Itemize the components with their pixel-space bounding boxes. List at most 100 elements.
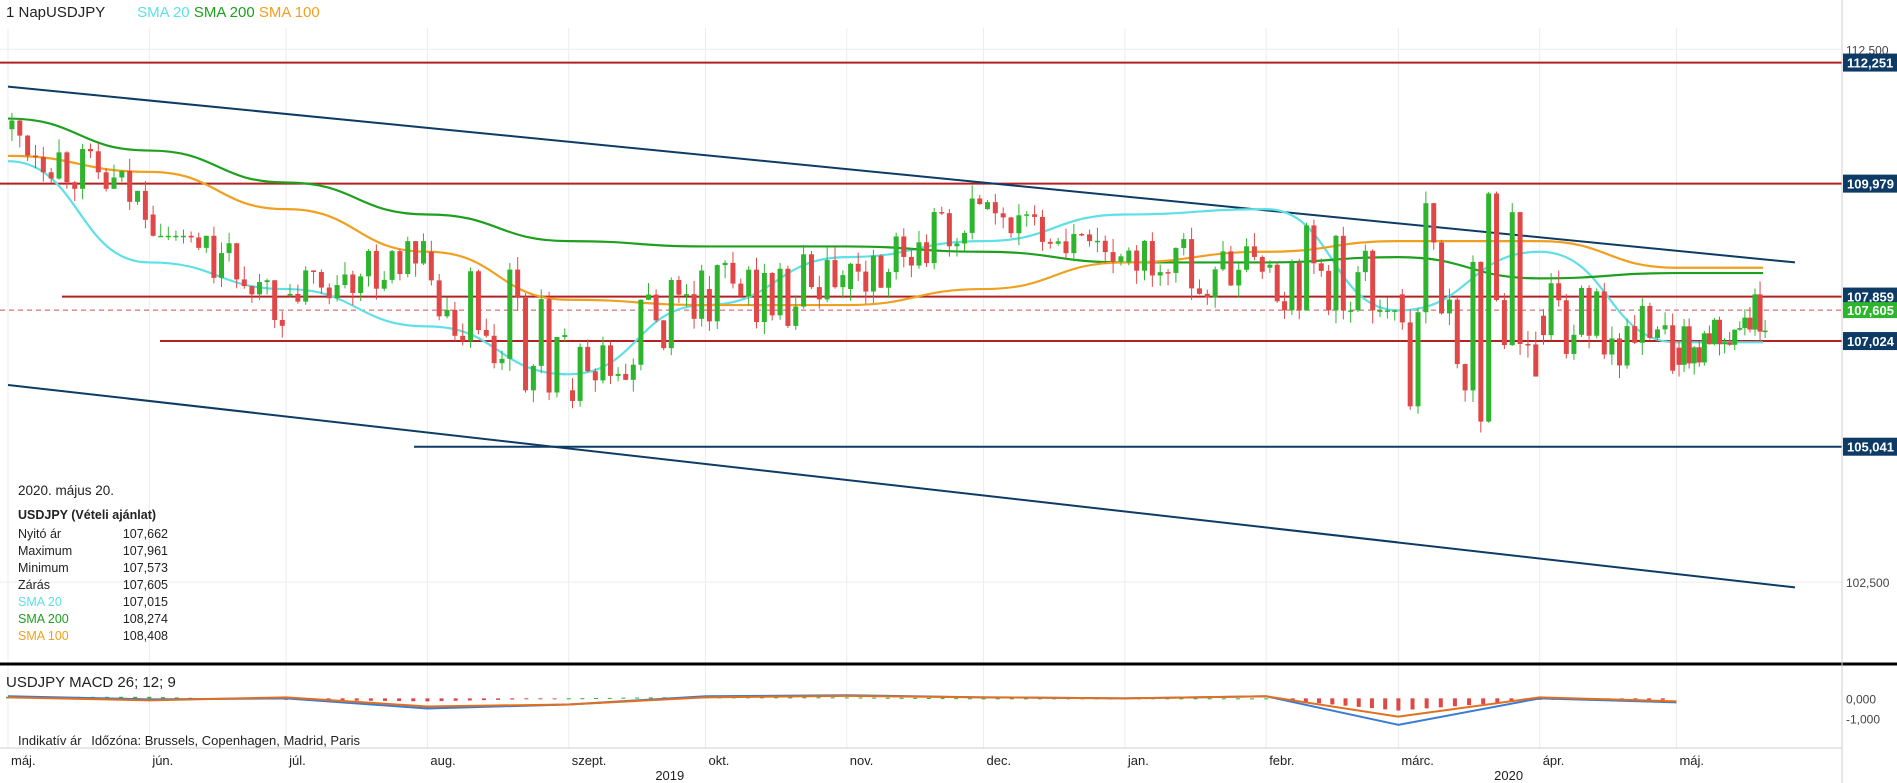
month-label: szept. [572,753,607,768]
candle-body [1102,240,1108,253]
candle-body [1392,310,1398,312]
macd-histogram-bar [1250,698,1255,700]
macd-histogram-bar [1221,698,1226,700]
indicator-label[interactable]: SMA 20 [137,4,190,21]
candle-body [714,265,720,322]
candle-body [746,269,752,297]
candle-body [9,120,15,130]
candle-body [901,236,907,257]
candle-body [523,297,529,391]
candle-body [546,299,552,393]
candle-body [754,269,760,323]
macd-histogram-bar [940,698,945,700]
footer: Indikatív ár Időzóna: Brussels, Copenhag… [18,733,360,748]
candle-body [211,235,217,278]
candle-body [577,346,583,401]
candle-body [1181,239,1187,248]
candle-body [1571,334,1577,354]
candle-body [1594,291,1600,336]
price-tag-label: 112,251 [1847,56,1893,71]
indicator-label[interactable]: SMA 100 [258,4,320,21]
candle-body [413,241,419,264]
candle-body [1563,300,1569,354]
candle-body [855,263,861,272]
candle-body [840,275,846,288]
candle-body [1251,246,1257,257]
macd-histogram-bar [1193,698,1198,700]
candle-body [420,241,426,264]
candle-body [1071,233,1077,254]
candle-body [1087,234,1093,242]
trend-lines [7,85,1796,589]
month-label: máj. [11,753,36,768]
candle-body [816,287,822,300]
timeframe-label[interactable]: 1 Nap [6,4,47,21]
macd-histogram-bar [635,697,640,699]
macd-histogram-bar [594,698,599,700]
candle-body [1548,283,1554,336]
candle-body [1165,272,1171,274]
candle-body [1008,217,1014,234]
indicator-label[interactable]: SMA 200 [193,4,255,21]
current-price-label: 107,605 [1847,303,1894,318]
candle-body [1639,305,1645,343]
macd-histogram-bar [872,697,877,699]
candle-body [706,289,712,322]
month-label: okt. [708,753,729,768]
candle-body [452,309,458,336]
chart-header: 1 NapUSDJPY SMA 20 SMA 200 SMA 100 [6,4,320,21]
candle-body [25,135,31,156]
candle-body [87,149,93,152]
candle-body [1717,319,1723,345]
macd-histogram-bar [913,697,918,699]
candle-body [40,156,46,173]
macd-histogram-bar [538,698,543,700]
info-row: Nyitó ár 107,662 [18,526,168,543]
candle-body [1204,293,1210,298]
candle-body [428,251,434,281]
candle-body [992,202,998,214]
macd-histogram-bar [174,697,179,699]
candle-body [103,172,109,189]
candle-body [1732,329,1738,345]
candle-body [181,235,187,238]
candle-body [1318,263,1324,271]
month-label: nov. [850,753,874,768]
candle-body [962,232,968,244]
candle-body [381,279,387,289]
candle-body [483,330,489,336]
candle-body [886,272,892,288]
candle-body [878,255,884,288]
candle-body [1517,212,1523,344]
candle-body [683,294,689,296]
month-label: máj. [1679,753,1704,768]
symbol-label[interactable]: USDJPY [46,4,105,21]
info-row-label: Nyitó ár [18,527,62,541]
candle-body [334,285,340,299]
price-tag-label: 107,024 [1847,334,1895,349]
candle-body [1333,235,1339,311]
macd-histogram-bar [147,696,152,699]
candle-body [1654,329,1660,338]
candle-body [863,271,869,292]
candle-body [1055,241,1061,244]
candle-body [870,255,876,292]
candle-body [808,254,814,288]
candle-body [1494,193,1500,301]
candle-body [1236,269,1242,286]
candle-body [1340,235,1346,311]
candle-body [1762,330,1768,333]
candle-body [1110,252,1116,262]
price-type-label: Indikatív ár [18,733,82,748]
candle-body [342,274,348,286]
candle-body [158,235,164,238]
macd-histogram-bar [1317,698,1322,704]
candle-body [916,242,922,266]
info-date: 2020. május 20. [18,483,115,498]
macd-histogram-bar [858,697,863,699]
candle-body [397,251,403,275]
candle-body [977,198,983,205]
price-tag [1843,53,1897,72]
candle-body [761,273,767,323]
info-row-value: 107,961 [122,544,168,558]
